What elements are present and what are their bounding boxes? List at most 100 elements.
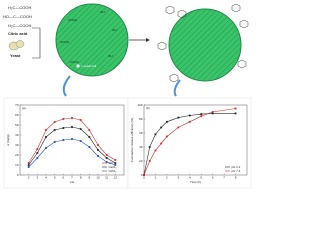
loaded-cell [168, 8, 242, 82]
data-point [234, 107, 237, 110]
x-tick-label: 7 [71, 175, 73, 179]
series-line [143, 108, 236, 176]
x-tick-label: 8 [80, 175, 82, 179]
y-tick-label: 70 [15, 103, 19, 107]
group: COOH [70, 60, 79, 64]
x-tick-label: 7 [223, 175, 225, 179]
data-point [211, 112, 214, 115]
legend-text: = yeast cell [81, 64, 96, 68]
x-tick-label: 2 [28, 175, 30, 179]
y-tick-label: 30 [15, 143, 19, 147]
data-point [97, 155, 99, 157]
formula: HO—C—COOH [3, 14, 32, 19]
x-tick-label: 5 [54, 175, 56, 179]
group: OH [112, 28, 117, 32]
data-point [45, 129, 47, 131]
x-tick-label: 12 [114, 175, 118, 179]
x-tick-label: 11 [105, 175, 108, 179]
data-point [143, 174, 145, 176]
data-point [71, 117, 73, 119]
data-point [97, 149, 99, 151]
formula: H₂C—COOH [8, 5, 31, 10]
x-tick-label: 4 [45, 175, 47, 179]
data-point [71, 138, 73, 140]
x-axis-label: Time (h) [190, 180, 201, 184]
y-tick-label: 0 [141, 173, 143, 177]
data-point [27, 164, 30, 166]
group: OH [108, 54, 113, 58]
data-point [148, 146, 151, 148]
data-point [45, 136, 47, 138]
y-tick-label: 40 [15, 133, 19, 137]
figure: H₂C—COOH HO—C—COOH H₂C—COOH Citric acid … [3, 3, 252, 189]
data-point [88, 129, 91, 131]
page: H₂C—COOH HO—C—COOH H₂C—COOH Citric acid … [3, 3, 252, 189]
data-point [177, 116, 180, 119]
y-tick-label: 60 [139, 131, 143, 135]
x-tick-label: 9 [88, 175, 90, 179]
data-point [211, 111, 214, 113]
data-point [165, 120, 168, 123]
data-point [105, 157, 108, 159]
x-tick-label: 2 [166, 175, 168, 179]
data-point [53, 121, 56, 123]
data-point [200, 115, 203, 118]
legend-dot [76, 64, 80, 68]
y-tick-label: 10 [15, 163, 19, 167]
data-point [36, 152, 39, 154]
x-tick-label: 3 [36, 175, 38, 179]
data-point [154, 133, 157, 136]
formula: H₂C—COOH [8, 23, 31, 28]
yeast-icon [15, 40, 25, 48]
x-tick-label: 5 [200, 175, 202, 179]
y-tick-label: 60 [15, 113, 19, 117]
y-tick-label: 50 [15, 123, 19, 127]
legend-label: pH 7.4 [232, 169, 241, 173]
data-point [97, 144, 99, 146]
data-point [88, 136, 91, 138]
data-point [45, 147, 47, 149]
data-point [36, 148, 39, 150]
series-line [143, 113, 236, 176]
label: Citric acid [8, 31, 28, 36]
data-point [114, 164, 117, 166]
data-point [114, 162, 117, 164]
chart-frame [127, 97, 252, 189]
arrow [62, 75, 71, 97]
data-point [53, 129, 56, 131]
data-point [62, 139, 65, 141]
y-tick-label: 40 [139, 145, 143, 149]
data-point [88, 146, 91, 148]
x-tick-label: 8 [235, 175, 237, 179]
data-point [154, 149, 157, 152]
data-point [114, 159, 117, 161]
drug-molecules [157, 3, 249, 83]
legend-label: CD [109, 161, 114, 165]
yeast-cell [55, 3, 129, 77]
legend-label: pH 1.2 [232, 165, 241, 169]
group: OH [100, 10, 105, 14]
data-point [79, 119, 82, 121]
data-point [188, 114, 191, 117]
data-point [160, 142, 163, 145]
y-tick-label: 80 [139, 117, 143, 121]
arrowhead [146, 38, 150, 42]
plot-frame [143, 104, 248, 176]
data-point [79, 128, 82, 130]
x-axis-label: pH [70, 180, 74, 184]
data-point [148, 160, 151, 162]
data-point [79, 140, 82, 142]
y-tick-label: 100 [137, 103, 142, 107]
label: Yeast [10, 53, 21, 58]
y-axis-label: Cumulative release efficiency (%) [130, 118, 134, 162]
data-point [62, 127, 65, 129]
data-point [234, 112, 237, 115]
y-tick-label: 20 [15, 153, 19, 157]
x-tick-label: 1 [155, 175, 157, 179]
y-tick-label: 20 [139, 159, 143, 163]
panel-label: (a) [22, 106, 26, 110]
group: COOH [68, 18, 77, 22]
brace [32, 27, 41, 59]
data-point [105, 161, 108, 163]
legend-label: CaCl₂ [109, 165, 118, 169]
